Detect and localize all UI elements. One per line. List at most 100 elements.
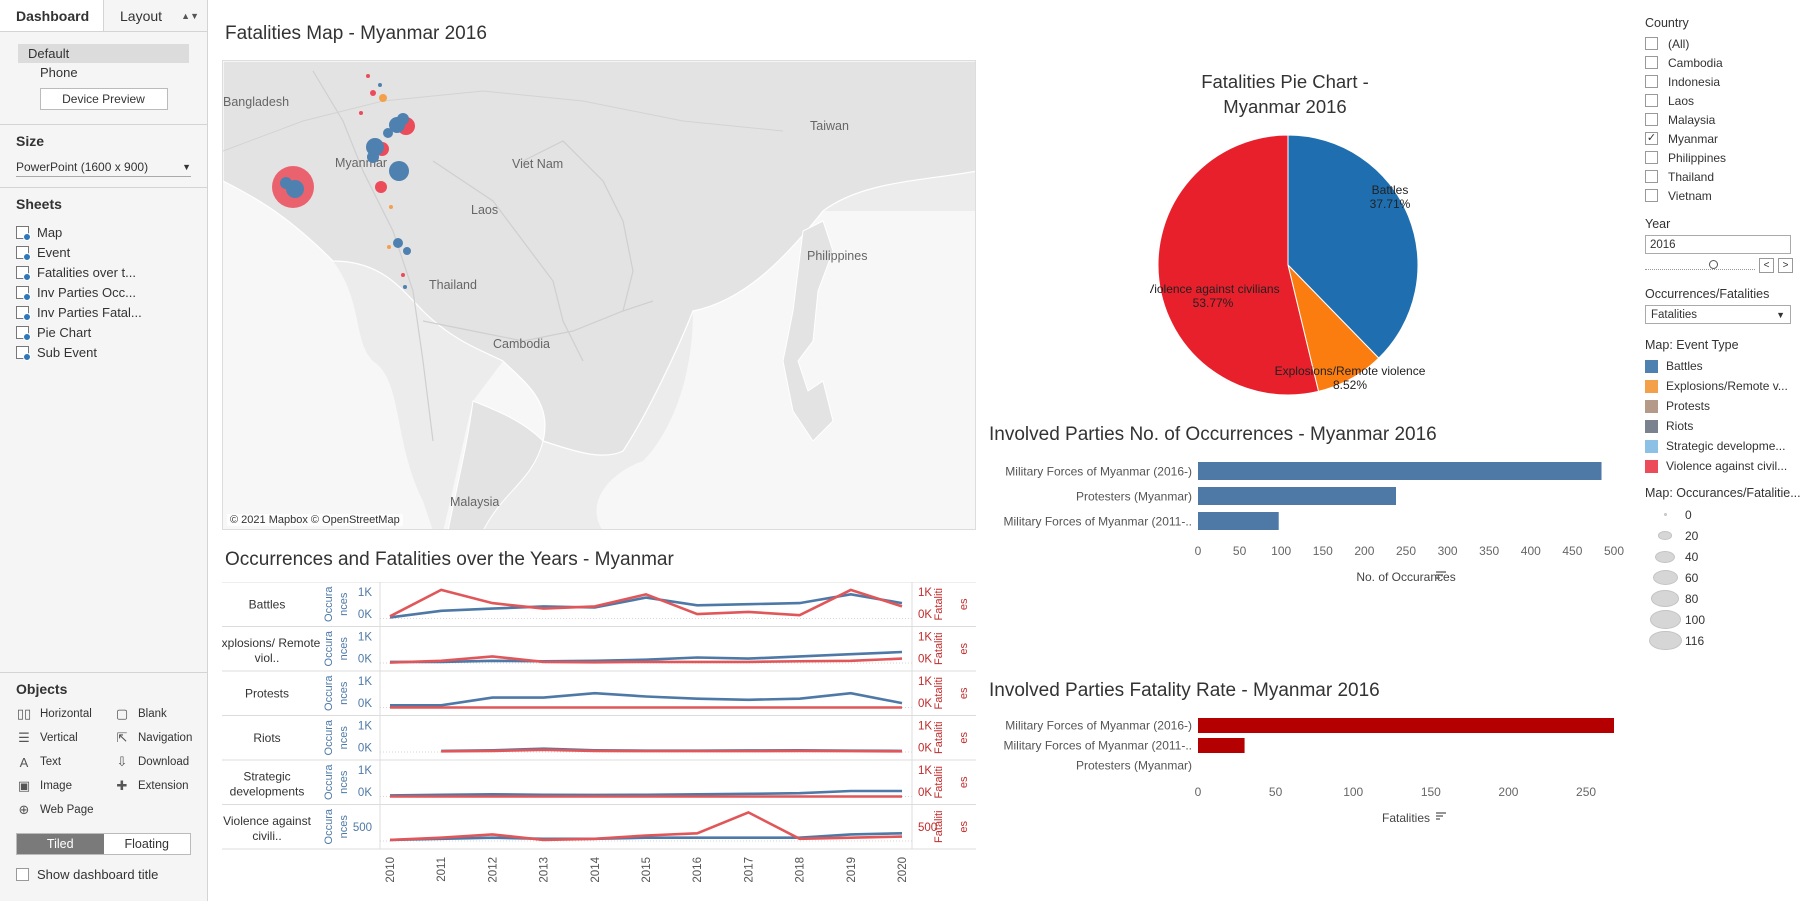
map-marker-battles[interactable] [397, 113, 409, 125]
slider-thumb[interactable] [1709, 260, 1718, 269]
object-vertical[interactable]: ☰ Vertical [16, 729, 114, 747]
sheet-item[interactable]: Sub Event [0, 342, 207, 362]
occurrences-line[interactable] [389, 592, 903, 619]
map-marker-battles[interactable] [389, 161, 409, 181]
object-download[interactable]: ⇩ Download [114, 753, 212, 771]
map-marker-battles[interactable] [403, 285, 407, 289]
map-marker-battles[interactable] [378, 83, 382, 87]
fatalities-line[interactable] [441, 748, 903, 753]
object-navigation[interactable]: ⇱ Navigation [114, 729, 212, 747]
map-marker-violence[interactable] [401, 273, 405, 277]
bar[interactable] [1198, 462, 1602, 480]
map-marker-battles[interactable] [366, 138, 384, 156]
sort-icon[interactable] [1436, 812, 1446, 820]
country-option[interactable]: Indonesia [1645, 72, 1805, 91]
tab-layout[interactable]: Layout ▲▼ [104, 0, 207, 31]
map-marker-violence[interactable] [366, 74, 370, 78]
sheet-item[interactable]: Event [0, 242, 207, 262]
pie-slice-battles[interactable] [1287, 134, 1419, 359]
object-text[interactable]: A Text [16, 753, 114, 771]
map-marker-violence[interactable] [370, 90, 376, 96]
object-horizontal[interactable]: ▯▯ Horizontal [16, 705, 114, 723]
year-input[interactable]: 2016 [1645, 235, 1791, 254]
country-option[interactable]: Laos [1645, 91, 1805, 110]
checkbox[interactable] [1645, 189, 1658, 202]
map-marker-violence[interactable] [359, 111, 363, 115]
legend-item[interactable]: Strategic developme... [1645, 436, 1805, 456]
checkbox[interactable] [1645, 56, 1658, 69]
checked-checkbox[interactable]: ✓ [1645, 132, 1658, 145]
sort-icon[interactable] [1436, 571, 1446, 579]
fatalities-line[interactable] [389, 810, 903, 842]
occurrences-bar-chart[interactable]: Military Forces of Myanmar (2016-) Protes… [980, 455, 1640, 585]
country-option[interactable]: ✓ Myanmar [1645, 129, 1805, 148]
occurrences-line[interactable] [389, 832, 903, 842]
bar[interactable] [1198, 738, 1245, 753]
country-option[interactable]: Vietnam [1645, 186, 1805, 205]
device-preview-button[interactable]: Device Preview [39, 88, 168, 110]
checkbox[interactable] [1645, 151, 1658, 164]
device-phone[interactable]: Phone [40, 65, 78, 80]
fatalities-bar-chart[interactable]: Military Forces of Myanmar (2016-) Milita… [980, 710, 1640, 830]
legend-swatch [1645, 379, 1658, 393]
map-marker-battles[interactable] [403, 247, 411, 255]
map-marker-explosions[interactable] [389, 205, 393, 209]
checkbox[interactable] [1645, 113, 1658, 126]
bar[interactable] [1198, 718, 1614, 733]
tiled-button[interactable]: Tiled [17, 834, 104, 854]
occurrences-line[interactable] [390, 650, 903, 664]
map-marker-battles[interactable] [367, 151, 379, 163]
country-option[interactable]: Malaysia [1645, 110, 1805, 129]
legend-item[interactable]: Protests [1645, 396, 1805, 416]
legend-item[interactable]: Explosions/Remote v... [1645, 376, 1805, 396]
checkbox[interactable] [1645, 94, 1658, 107]
occurrences-line[interactable] [389, 789, 902, 797]
object-extension[interactable]: ✚ Extension [114, 777, 212, 795]
fatalities-map[interactable]: Bangladesh Myanmar Viet Nam Laos Taiwan … [222, 60, 976, 530]
tab-dashboard[interactable]: Dashboard [0, 0, 104, 31]
country-option[interactable]: Thailand [1645, 167, 1805, 186]
fatalities-line[interactable] [389, 655, 903, 664]
checkbox[interactable] [1645, 170, 1658, 183]
occurrences-line[interactable] [390, 691, 903, 707]
bar[interactable] [1198, 512, 1279, 530]
checkbox[interactable] [1645, 75, 1658, 88]
legend-item[interactable]: Battles [1645, 356, 1805, 376]
bar[interactable] [1198, 487, 1397, 505]
object-blank[interactable]: ▢ Blank [114, 705, 212, 723]
sheet-item[interactable]: Pie Chart [0, 322, 207, 342]
legend-label: Strategic developme... [1666, 439, 1786, 453]
map-marker-violence[interactable] [375, 181, 387, 193]
sheet-item[interactable]: Map [0, 222, 207, 242]
sheet-item[interactable]: Inv Parties Fatal... [0, 302, 207, 322]
legend-item[interactable]: Riots [1645, 416, 1805, 436]
show-title-checkbox[interactable] [16, 868, 29, 881]
size-dropdown[interactable]: PowerPoint (1600 x 900) ▼ [16, 157, 191, 177]
show-title-row[interactable]: Show dashboard title [0, 855, 207, 882]
map-marker-explosions[interactable] [379, 94, 387, 102]
floating-button[interactable]: Floating [103, 834, 190, 854]
map-attribution[interactable]: © 2021 Mapbox © OpenStreetMap [227, 514, 403, 526]
object-image[interactable]: ▣ Image [16, 777, 114, 795]
map-marker-battles[interactable] [280, 177, 292, 189]
country-option[interactable]: Cambodia [1645, 53, 1805, 72]
country-option[interactable]: (All) [1645, 34, 1805, 53]
sheet-item[interactable]: Inv Parties Occ... [0, 282, 207, 302]
map-marker-battles[interactable] [393, 238, 403, 248]
object-web-page[interactable]: ⊕ Web Page [16, 801, 114, 819]
next-year-icon[interactable]: > [1778, 258, 1793, 273]
sheet-item[interactable]: Fatalities over t... [0, 262, 207, 282]
pie-slice-violence-against-civilians[interactable] [1157, 134, 1320, 396]
country-option[interactable]: Philippines [1645, 148, 1805, 167]
map-marker-explosions[interactable] [387, 245, 391, 249]
map-marker-battles[interactable] [383, 128, 393, 138]
checkbox[interactable] [1645, 37, 1658, 50]
legend-item[interactable]: Violence against civil... [1645, 456, 1805, 476]
year-slider[interactable] [1645, 260, 1755, 270]
fatalities-line[interactable] [389, 588, 903, 618]
occfat-dropdown[interactable]: Fatalities ▼ [1645, 305, 1791, 324]
prev-year-icon[interactable]: < [1759, 258, 1774, 273]
device-default[interactable]: Default [18, 44, 189, 63]
